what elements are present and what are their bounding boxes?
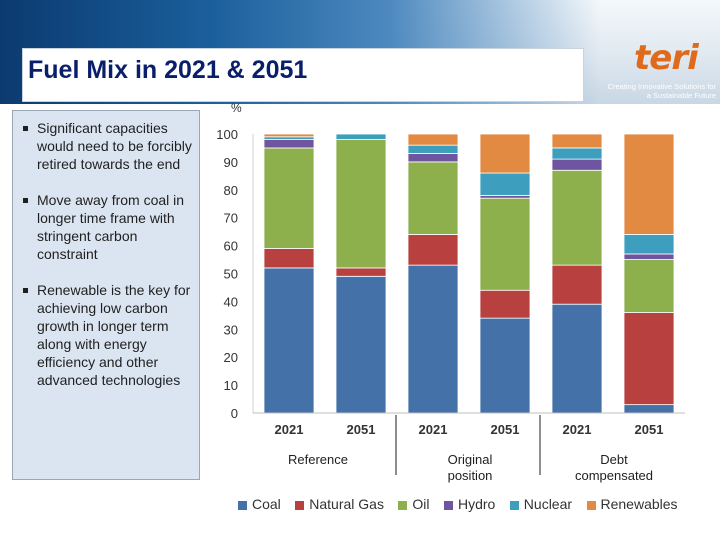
legend-item-renewables: Renewables xyxy=(586,495,678,512)
legend-swatch xyxy=(238,500,247,510)
y-tick-label: 80 xyxy=(224,183,238,198)
plot-area xyxy=(253,134,685,413)
y-tick-label: 50 xyxy=(224,267,238,282)
bar-segment-coal xyxy=(479,317,531,414)
bar-segment-renewables xyxy=(551,133,603,149)
bar-segment-oil xyxy=(263,147,315,249)
bar-segment-natural-gas xyxy=(479,289,531,319)
y-tick-label: 30 xyxy=(224,322,238,337)
y-tick-label: 40 xyxy=(224,294,238,309)
bar-segment-coal xyxy=(335,275,387,414)
y-tick-label: 100 xyxy=(216,127,238,142)
x-tick-label: 2051 xyxy=(491,422,520,437)
title-band xyxy=(22,48,584,102)
group-label-reference: Reference xyxy=(288,452,348,467)
bar-segment-hydro xyxy=(551,158,603,171)
bar-segment-renewables xyxy=(479,133,531,174)
bullet-text: Move away from coal in longer time frame… xyxy=(37,192,185,262)
logo-tagline: Creating Innovative Solutions for a Sust… xyxy=(607,82,716,100)
bar-segment-oil xyxy=(551,169,603,266)
bar-segment-nuclear xyxy=(263,136,315,140)
bullet-square-icon xyxy=(23,126,28,131)
bullet-square-icon xyxy=(23,288,28,293)
bar-segment-nuclear xyxy=(623,234,675,255)
bar-segment-oil xyxy=(479,197,531,291)
y-tick-label: 60 xyxy=(224,239,238,254)
x-tick-label: 2021 xyxy=(275,422,304,437)
bar-segment-oil xyxy=(335,139,387,269)
bullet-item: Significant capacities would need to be … xyxy=(21,119,193,173)
bar-segment-coal xyxy=(551,303,603,414)
bar-segment-nuclear xyxy=(407,144,459,154)
chart-legend: Coal Natural Gas Oil Hydro Nuclear Renew… xyxy=(238,495,688,513)
bar-segment-natural-gas xyxy=(407,234,459,266)
bullet-text: Renewable is the key for achieving low c… xyxy=(37,282,191,388)
legend-item-oil: Oil xyxy=(398,495,430,512)
bar-segment-hydro xyxy=(407,153,459,163)
x-tick-label: 2021 xyxy=(563,422,592,437)
bar-segment-nuclear xyxy=(479,172,531,196)
bullet-list: Significant capacities would need to be … xyxy=(13,111,199,389)
bullet-text: Significant capacities would need to be … xyxy=(37,120,192,172)
bar-segment-renewables xyxy=(623,133,675,235)
bar-segment-natural-gas xyxy=(263,247,315,269)
y-tick-label: 70 xyxy=(224,211,238,226)
legend-label: Hydro xyxy=(457,495,496,512)
bar-segment-renewables xyxy=(263,133,315,138)
bar-segment-coal xyxy=(263,267,315,414)
legend-swatch xyxy=(443,500,453,510)
bar-segment-coal xyxy=(623,404,675,414)
bar-segment-coal xyxy=(407,264,459,414)
x-tick-label: 2051 xyxy=(635,422,664,437)
bullet-item: Renewable is the key for achieving low c… xyxy=(21,281,193,389)
y-axis-unit: % xyxy=(231,101,242,115)
legend-swatch xyxy=(295,500,305,510)
y-tick-label: 0 xyxy=(231,406,238,421)
y-tick-label: 10 xyxy=(224,378,238,393)
bar-segment-natural-gas xyxy=(623,312,675,406)
legend-label: Nuclear xyxy=(523,495,573,512)
legend-label: Coal xyxy=(252,495,281,512)
slide-title: Fuel Mix in 2021 & 2051 xyxy=(28,56,308,84)
teri-logo: teri Creating Innovative Solutions for a… xyxy=(604,38,716,104)
legend-item-coal: Coal xyxy=(238,496,281,512)
legend-label: Oil xyxy=(412,495,430,512)
bar-segment-oil xyxy=(623,259,675,313)
bar-segment-renewables xyxy=(407,133,459,146)
x-tick-label: 2051 xyxy=(347,422,376,437)
bar-segment-nuclear xyxy=(335,133,387,140)
legend-swatch xyxy=(586,500,596,510)
logo-wordmark: teri xyxy=(634,38,699,78)
bullet-square-icon xyxy=(23,198,28,203)
legend-item-natural-gas: Natural Gas xyxy=(295,496,384,512)
legend-label: Renewables xyxy=(600,495,678,512)
bar-segment-natural-gas xyxy=(551,264,603,305)
legend-item-hydro: Hydro xyxy=(443,495,496,512)
group-label-original-position: Original position xyxy=(447,452,493,483)
legend-swatch xyxy=(398,500,408,510)
bullet-panel: Significant capacities would need to be … xyxy=(12,110,200,480)
bar-segment-nuclear xyxy=(551,147,603,160)
bar-segment-hydro xyxy=(263,139,315,149)
y-tick-label: 90 xyxy=(224,155,238,170)
bar-segment-hydro xyxy=(623,253,675,260)
legend-item-nuclear: Nuclear xyxy=(509,495,573,512)
bullet-item: Move away from coal in longer time frame… xyxy=(21,191,193,263)
legend-label: Natural Gas xyxy=(309,495,384,512)
group-label-debt-compensated: Debt compensated xyxy=(574,452,654,483)
legend-swatch xyxy=(509,500,519,510)
bar-segment-oil xyxy=(407,161,459,235)
bar-segment-natural-gas xyxy=(335,267,387,277)
y-tick-label: 20 xyxy=(224,350,238,365)
bar-segment-hydro xyxy=(479,194,531,199)
x-tick-label: 2021 xyxy=(419,422,448,437)
